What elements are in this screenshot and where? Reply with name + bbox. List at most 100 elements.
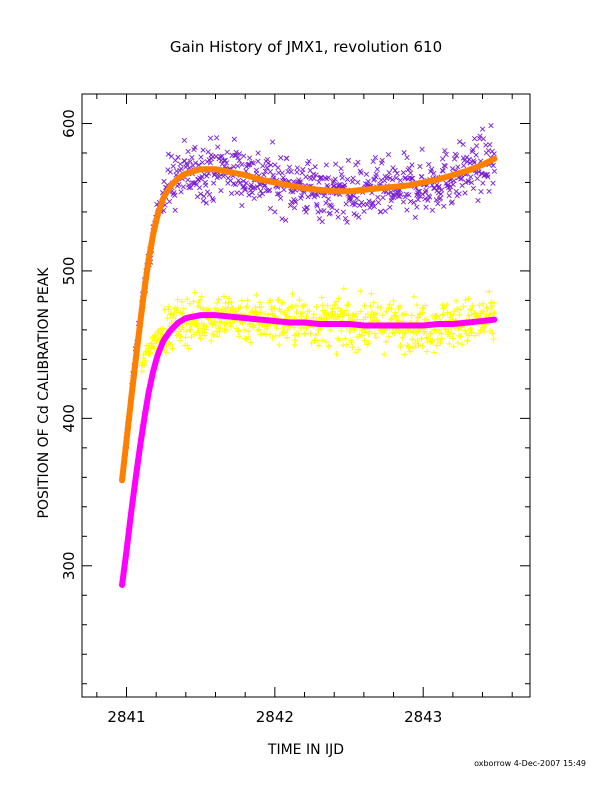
upper-data-point [380,194,386,201]
marker-stroke [467,160,473,166]
lower-data-point [165,306,172,313]
marker-stroke [201,171,207,177]
marker-stroke [470,185,477,191]
upper-data-point [254,184,260,190]
upper-data-point [191,180,197,186]
upper-data-point [436,183,442,190]
marker-stroke [398,191,404,198]
lower-data-point [244,303,251,310]
lower-data-point [433,342,440,349]
lower-data-point [480,300,487,307]
upper-data-point [220,173,227,179]
lower-data-point [391,330,398,337]
lower-data-point [487,312,494,319]
upper-data-point [462,190,468,196]
upper-data-point [325,175,332,181]
lower-data-point [476,302,483,309]
marker-stroke [351,211,357,217]
marker-stroke [455,164,461,170]
marker-stroke [314,192,321,198]
marker-stroke [433,197,439,203]
marker-stroke [350,175,356,181]
marker-stroke [312,191,318,197]
lower-data-point [167,311,174,318]
upper-data-point [375,199,382,206]
lower-data-point [318,294,325,301]
lower-data-point [282,311,289,318]
lower-data-point [449,335,456,342]
lower-data-point [490,300,497,307]
y-tick-label: 500 [60,257,78,286]
marker-stroke [227,177,234,184]
marker-stroke [206,191,213,198]
marker-stroke [313,201,320,207]
marker-stroke [471,135,478,142]
upper-data-point [398,191,404,198]
marker-stroke [241,183,247,190]
upper-data-point [207,135,214,141]
upper-data-point [323,162,329,168]
marker-stroke [154,201,160,207]
lower-data-point [397,342,404,349]
marker-stroke [186,184,192,191]
marker-stroke [168,153,175,159]
marker-stroke [275,164,281,171]
marker-stroke [328,203,334,209]
lower-fit-marker [119,581,126,588]
lower-data-point [468,307,475,314]
upper-data-point [200,147,206,153]
upper-fit-marker [143,268,150,275]
marker-stroke [210,180,217,186]
marker-stroke [249,160,255,166]
marker-stroke [406,192,412,198]
upper-data-point [415,188,421,194]
upper-data-point [232,182,239,188]
marker-stroke [196,185,203,191]
lower-data-point [469,302,476,309]
lower-data-point [430,349,437,356]
marker-stroke [403,191,410,197]
upper-data-point [319,219,325,225]
lower-data-point [298,313,305,320]
upper-data-point [255,150,261,156]
marker-stroke [202,179,208,185]
marker-stroke [250,160,256,166]
lower-data-point [256,326,263,333]
lower-data-point [335,295,342,302]
marker-stroke [443,151,449,158]
lower-data-point [361,302,368,309]
lower-data-point [488,306,495,313]
lower-data-point [458,341,465,348]
marker-stroke [347,194,353,200]
marker-stroke [259,191,266,197]
lower-data-point [491,310,498,317]
marker-stroke [400,169,406,176]
lower-data-point [419,343,426,350]
marker-stroke [355,179,361,185]
lower-data-point [235,327,242,334]
lower-data-point [399,334,406,341]
upper-data-point [468,174,474,180]
upper-data-point [275,164,281,171]
marker-stroke [427,194,433,200]
lower-data-point [292,337,299,344]
upper-fit-marker [154,211,161,218]
upper-data-point [385,190,392,197]
upper-data-point [407,170,414,176]
marker-stroke [478,158,484,164]
lower-data-point [483,304,490,311]
marker-stroke [402,175,409,181]
upper-data-point [427,194,433,200]
upper-fit-marker [136,322,143,329]
marker-stroke [441,203,447,209]
lower-data-point [253,292,260,299]
lower-data-point [428,330,435,337]
marker-stroke [281,186,287,193]
lower-data-point [454,339,461,346]
marker-stroke [385,190,392,197]
lower-data-point [216,329,223,336]
upper-data-point [393,175,399,181]
marker-stroke [358,170,364,176]
marker-stroke [299,193,305,199]
lower-data-point [445,329,452,336]
